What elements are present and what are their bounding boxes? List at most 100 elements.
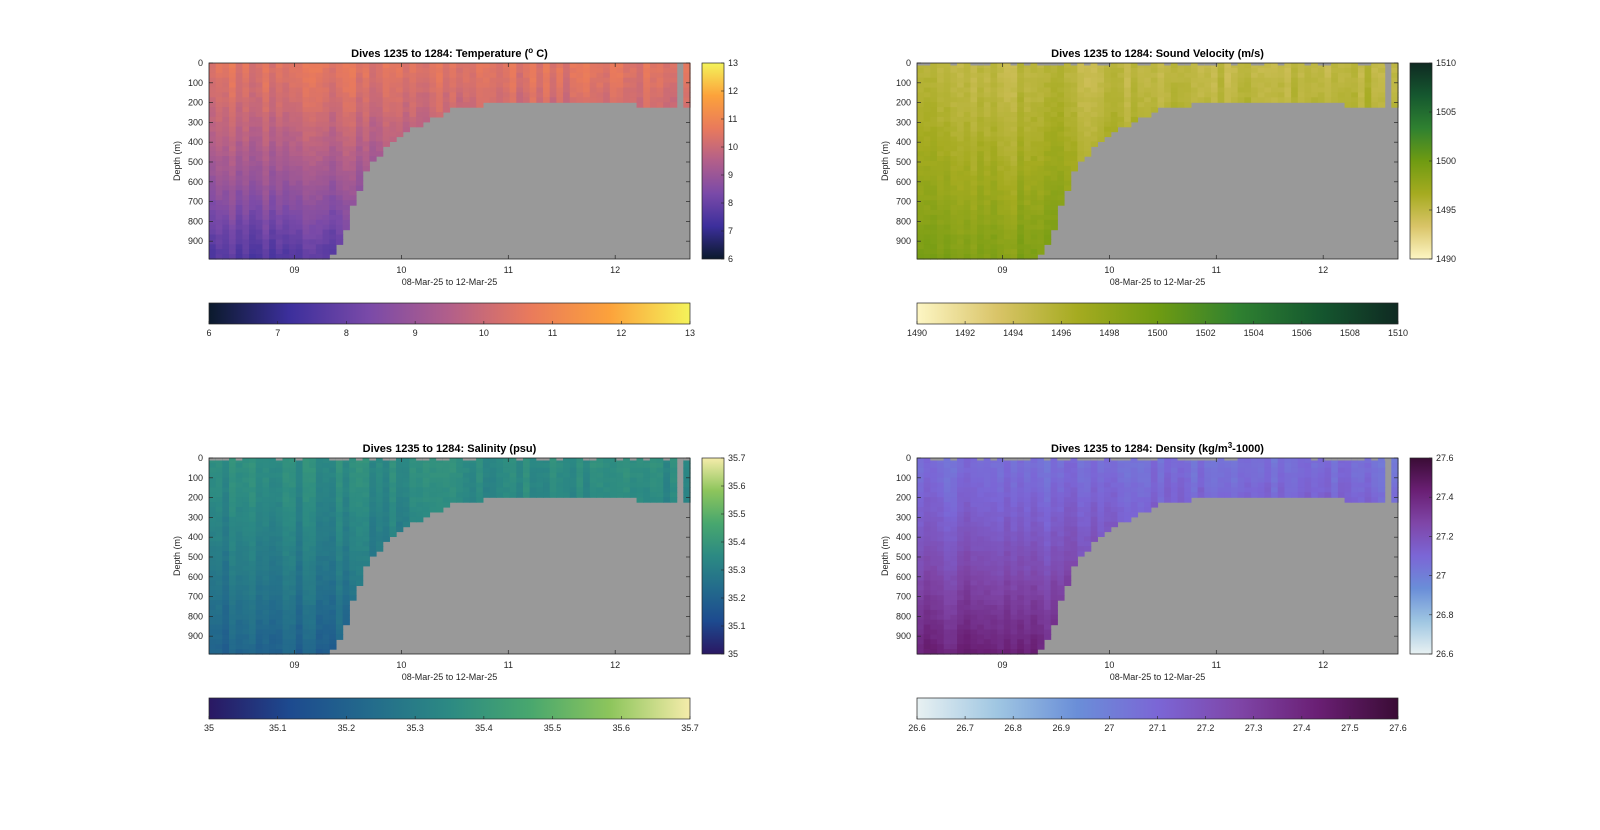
heatmap-cell — [342, 458, 350, 464]
heatmap-cell — [469, 92, 477, 98]
heatmap-cell — [215, 131, 223, 138]
heatmap-cell — [409, 492, 417, 498]
heatmap-cell — [496, 477, 504, 484]
heatmap-cell — [242, 516, 250, 523]
heatmap-cell — [669, 487, 678, 493]
heatmap-cell — [1277, 82, 1286, 89]
heatmap-cell — [943, 210, 951, 216]
heatmap-cell — [1264, 72, 1272, 79]
heatmap-cell — [476, 487, 484, 493]
heatmap-cell — [282, 605, 290, 611]
heatmap-cell — [389, 77, 397, 84]
heatmap-cell — [1097, 107, 1105, 113]
heatmap-cell — [943, 526, 951, 533]
heatmap-cell — [209, 63, 217, 69]
heatmap-cell — [335, 190, 344, 196]
heatmap-cell — [289, 600, 297, 606]
heatmap-cell — [549, 467, 557, 474]
heatmap-cell — [235, 502, 243, 508]
heatmap-cell — [963, 619, 972, 626]
heatmap-cell — [957, 136, 965, 142]
heatmap-cell — [1130, 82, 1139, 89]
heatmap-cell — [222, 570, 230, 577]
heatmap-cell — [1304, 97, 1312, 103]
y-axis-label: Depth (m) — [172, 141, 182, 181]
heatmap-cell — [957, 112, 965, 118]
heatmap-cell — [1284, 87, 1292, 93]
heatmap-cell — [282, 497, 290, 503]
heatmap-cell — [269, 141, 277, 147]
heatmap-cell — [1090, 63, 1098, 69]
heatmap-cell — [990, 151, 998, 157]
heatmap-cell — [1050, 63, 1058, 69]
heatmap-cell — [289, 649, 297, 655]
heatmap-cell — [983, 482, 992, 488]
heatmap-cell — [362, 121, 370, 128]
heatmap-cell — [376, 131, 384, 138]
heatmap-cell — [215, 609, 223, 616]
heatmap-cell — [262, 595, 270, 601]
heatmap-cell — [229, 190, 237, 196]
heatmap-cell — [329, 497, 337, 503]
heatmap-cell — [269, 605, 277, 611]
heatmap-cell — [1003, 102, 1012, 108]
heatmap-cell — [970, 87, 978, 93]
heatmap-cell — [970, 205, 978, 211]
heatmap-cell — [516, 467, 524, 474]
surface-gap — [970, 63, 978, 66]
heatmap-cell — [255, 609, 264, 616]
heatmap-cell — [315, 210, 324, 216]
heatmap-cell — [930, 151, 938, 157]
heatmap-cell — [589, 67, 598, 74]
heatmap-cell — [977, 229, 985, 236]
heatmap-cell — [255, 126, 264, 133]
heatmap-cell — [923, 165, 931, 172]
heatmap-cell — [930, 560, 938, 567]
heatmap-cell — [603, 458, 611, 464]
heatmap-cell — [589, 482, 598, 488]
heatmap-cell — [669, 87, 678, 93]
heatmap-cell — [335, 97, 344, 103]
heatmap-cell — [496, 77, 504, 84]
heatmap-cell — [322, 536, 330, 542]
heatmap-cell — [235, 112, 243, 118]
heatmap-cell — [983, 161, 992, 167]
heatmap-cell — [1010, 249, 1018, 255]
heatmap-cell — [349, 116, 357, 123]
heatmap-cell — [215, 107, 223, 113]
heatmap-cell — [382, 507, 390, 513]
heatmap-cell — [970, 639, 978, 645]
heatmap-cell — [970, 151, 978, 157]
heatmap-cell — [1050, 107, 1058, 113]
heatmap-cell — [322, 229, 330, 236]
heatmap-cell — [663, 102, 671, 108]
heatmap-cell — [943, 502, 951, 508]
heatmap-cell — [977, 195, 985, 201]
heatmap-cell — [1230, 77, 1239, 84]
heatmap-cell — [222, 161, 230, 167]
heatmap-cell — [289, 87, 297, 93]
heatmap-cell — [1104, 92, 1112, 98]
heatmap-cell — [235, 551, 243, 557]
heatmap-cell — [563, 487, 571, 493]
heatmap-cell — [1257, 63, 1265, 69]
heatmap-cell — [362, 467, 370, 474]
heatmap-cell — [229, 175, 237, 182]
heatmap-cell — [963, 254, 972, 260]
heatmap-cell — [1070, 151, 1078, 157]
heatmap-cell — [656, 102, 664, 108]
heatmap-cell — [1190, 82, 1199, 89]
heatmap-cell — [335, 521, 344, 528]
heatmap-cell — [295, 116, 304, 123]
heatmap-cell — [950, 609, 958, 616]
heatmap-cell — [963, 624, 972, 631]
heatmap-cell — [963, 205, 972, 211]
heatmap-cell — [442, 502, 451, 508]
heatmap-cell — [416, 497, 424, 503]
heatmap-cell — [235, 595, 243, 601]
heatmap-cell — [209, 249, 217, 255]
heatmap-cell — [1371, 72, 1379, 79]
heatmap-cell — [502, 87, 511, 93]
heatmap-cell — [997, 219, 1005, 226]
heatmap-cell — [275, 112, 284, 118]
